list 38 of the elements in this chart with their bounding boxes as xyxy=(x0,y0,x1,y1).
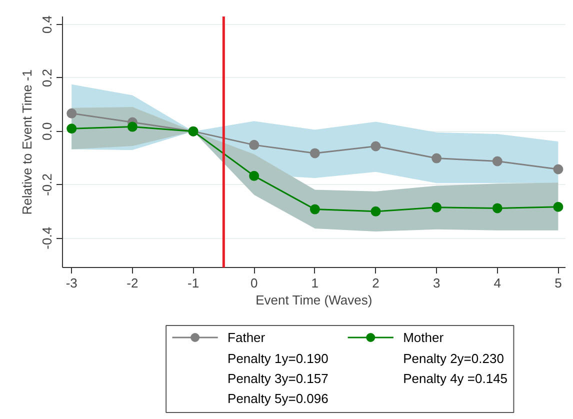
point xyxy=(553,164,564,174)
legend-label: Mother xyxy=(403,330,444,345)
point xyxy=(370,206,381,216)
x-tick-label: -1 xyxy=(187,276,200,290)
x-tick-label: 4 xyxy=(494,276,501,290)
point xyxy=(553,202,564,212)
x-tick-label: 1 xyxy=(311,276,319,290)
y-tick-label: 0.0 xyxy=(40,122,54,140)
y-tick-label: 0.2 xyxy=(40,68,54,87)
point xyxy=(66,108,77,118)
x-axis-title: Event Time (Waves) xyxy=(256,292,372,308)
x-tick-label: 3 xyxy=(432,276,440,290)
x-tick-label: 2 xyxy=(372,276,380,290)
x-tick-label: -3 xyxy=(66,276,78,290)
point xyxy=(492,156,502,166)
legend-label: Father xyxy=(228,330,266,345)
y-tick-label: -0.2 xyxy=(40,174,54,196)
x-tick-label: 5 xyxy=(554,276,562,290)
text: Penalty 4y =0.145 xyxy=(403,371,508,386)
x-tick-label: -2 xyxy=(126,276,138,290)
y-axis-title: Relative to Event Time -1 xyxy=(20,69,34,215)
text: Penalty 5y=0.096 xyxy=(228,391,328,406)
point xyxy=(432,153,442,164)
y-tick-label: -0.4 xyxy=(40,226,54,250)
text: Penalty 2y=0.230 xyxy=(403,351,504,366)
point xyxy=(370,141,381,152)
point xyxy=(432,202,442,212)
x-tick-label: 0 xyxy=(250,276,258,290)
text: Penalty 1y=0.190 xyxy=(228,351,328,366)
text: Penalty 3y=0.157 xyxy=(228,371,328,386)
point xyxy=(310,204,320,214)
point xyxy=(249,170,260,181)
y-tick-label: 0.4 xyxy=(40,15,54,34)
point xyxy=(310,148,320,158)
point xyxy=(492,203,502,214)
point xyxy=(249,140,260,150)
point xyxy=(66,124,77,134)
point xyxy=(127,122,138,132)
